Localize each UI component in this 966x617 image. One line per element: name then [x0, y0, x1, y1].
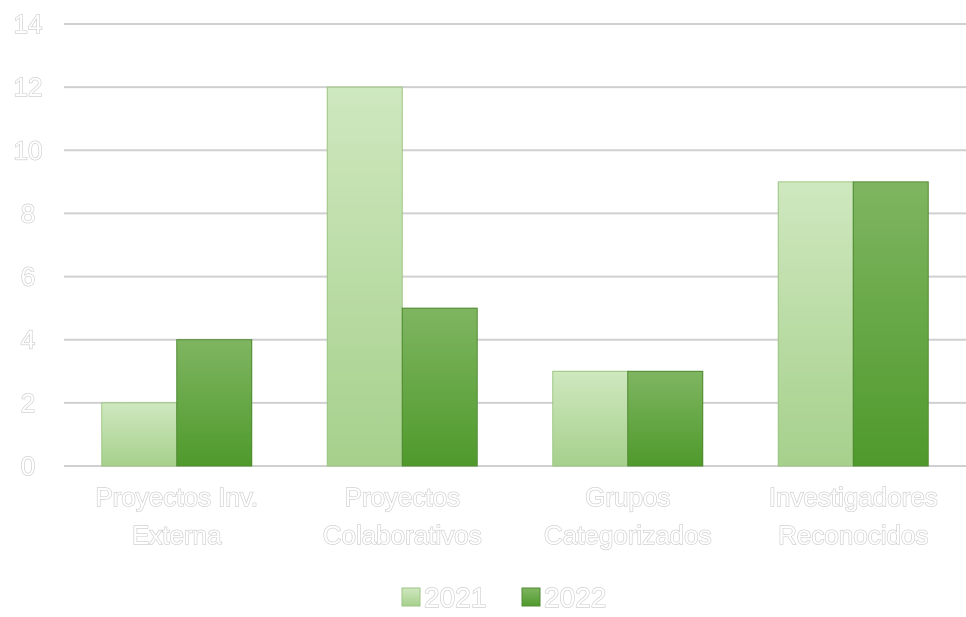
- y-tick-label: 8: [21, 198, 35, 228]
- y-tick-label: 2: [21, 388, 35, 418]
- bar-2022-3: [852, 181, 929, 467]
- x-axis-category-labels: Proyectos Inv. Externa Proyectos Colaborati…: [95, 481, 939, 550]
- bar-2022-2: [627, 370, 704, 467]
- category-label: Proyectos Inv.: [95, 482, 258, 512]
- bar-2022-1: [401, 307, 478, 467]
- y-tick-label: 10: [14, 135, 43, 165]
- y-tick-label: 12: [14, 72, 43, 102]
- category-label: Proyectos: [344, 482, 460, 512]
- bar-2022-0: [176, 339, 253, 467]
- bar-2021-0: [101, 402, 178, 467]
- bar-2021-3: [777, 181, 854, 467]
- y-tick-label: 6: [21, 262, 35, 292]
- bar-2021-1: [326, 86, 403, 467]
- category-label: Categorizados: [544, 520, 712, 550]
- y-tick-label: 14: [14, 9, 43, 39]
- legend-label-2021: 2021: [424, 582, 486, 612]
- category-label: Investigadores: [769, 482, 938, 512]
- category-label: Colaborativos: [323, 520, 482, 550]
- legend-label-2022: 2022: [544, 582, 606, 612]
- category-label: Reconocidos: [778, 520, 928, 550]
- bars: [101, 86, 929, 467]
- legend-swatch-2021: [401, 587, 421, 607]
- bar-2021-2: [552, 370, 629, 467]
- y-axis-tick-labels: 0 2 4 6 8 10 12 14: [13, 8, 43, 481]
- legend-swatch-2022: [521, 587, 541, 607]
- y-tick-label: 4: [21, 325, 35, 355]
- legend: 2021 2022: [401, 581, 607, 614]
- y-tick-label: 0: [21, 451, 35, 481]
- category-label: Grupos: [585, 482, 670, 512]
- category-label: Externa: [132, 520, 222, 550]
